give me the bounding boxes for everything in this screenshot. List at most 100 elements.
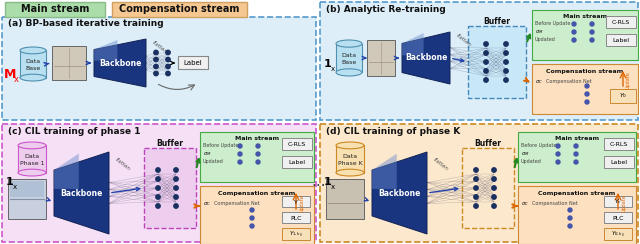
Bar: [2, 124, 316, 242]
Text: Main stream: Main stream: [563, 13, 607, 19]
Bar: [320, 124, 638, 242]
Circle shape: [154, 64, 158, 69]
Circle shape: [154, 71, 158, 76]
Text: (d) CIL training of phase K: (d) CIL training of phase K: [326, 128, 460, 136]
Bar: [468, 26, 526, 98]
Circle shape: [156, 168, 160, 172]
Ellipse shape: [336, 40, 362, 47]
Circle shape: [154, 50, 158, 55]
Circle shape: [156, 204, 160, 208]
Text: Phase 1: Phase 1: [20, 161, 44, 166]
Circle shape: [484, 51, 488, 55]
Text: Backbone: Backbone: [405, 53, 447, 62]
Text: M: M: [4, 68, 16, 81]
Ellipse shape: [336, 69, 362, 76]
Text: C-RLS: C-RLS: [288, 142, 306, 146]
Circle shape: [590, 30, 594, 34]
Bar: [604, 156, 634, 168]
Circle shape: [492, 195, 496, 199]
Polygon shape: [372, 154, 397, 189]
Circle shape: [492, 204, 496, 208]
Bar: [20, 51, 46, 78]
Circle shape: [492, 177, 496, 181]
Circle shape: [556, 144, 560, 148]
Text: Before Update: Before Update: [535, 20, 570, 26]
Text: Buffer: Buffer: [474, 140, 502, 149]
Text: Label: Label: [184, 60, 202, 66]
Text: 1: 1: [6, 177, 14, 187]
Circle shape: [556, 152, 560, 156]
Circle shape: [474, 168, 478, 172]
Circle shape: [572, 30, 576, 34]
Text: C-RLS: C-RLS: [612, 20, 630, 24]
Text: Backbone: Backbone: [60, 189, 102, 197]
Circle shape: [585, 84, 589, 88]
Circle shape: [238, 160, 242, 164]
Circle shape: [256, 152, 260, 156]
Circle shape: [166, 50, 170, 55]
Text: Updated: Updated: [521, 160, 542, 164]
Circle shape: [572, 22, 576, 26]
Text: Label: Label: [611, 160, 627, 164]
Text: x: x: [331, 66, 335, 72]
Circle shape: [590, 22, 594, 26]
Text: x: x: [13, 184, 17, 190]
Circle shape: [174, 204, 178, 208]
Bar: [518, 132, 636, 182]
Circle shape: [156, 186, 160, 190]
Circle shape: [156, 177, 160, 181]
Bar: [282, 212, 310, 223]
Polygon shape: [402, 33, 424, 55]
Text: x: x: [331, 184, 335, 190]
Text: (c) CIL training of phase 1: (c) CIL training of phase 1: [8, 128, 141, 136]
Text: Updated: Updated: [203, 160, 224, 164]
Circle shape: [574, 160, 578, 164]
Circle shape: [504, 51, 508, 55]
Circle shape: [174, 177, 178, 181]
Circle shape: [504, 60, 508, 64]
Circle shape: [174, 168, 178, 172]
Circle shape: [484, 42, 488, 46]
Circle shape: [166, 57, 170, 62]
Text: 1: 1: [324, 177, 332, 187]
Bar: [604, 228, 632, 240]
Circle shape: [484, 69, 488, 73]
Text: Updated: Updated: [535, 38, 556, 42]
Text: Base: Base: [341, 60, 356, 65]
Circle shape: [590, 38, 594, 42]
Bar: [2, 17, 316, 120]
Bar: [336, 44, 362, 72]
Circle shape: [484, 78, 488, 82]
Text: Update: Update: [621, 194, 627, 212]
Circle shape: [238, 144, 242, 148]
Text: PLC: PLC: [612, 215, 624, 221]
Text: C-RLS: C-RLS: [610, 142, 628, 146]
Text: Data: Data: [341, 53, 356, 58]
Text: flatten: flatten: [433, 157, 449, 172]
Bar: [367, 40, 395, 76]
Text: PLC: PLC: [291, 215, 301, 221]
Circle shape: [568, 208, 572, 212]
Bar: [18, 145, 46, 173]
Circle shape: [568, 224, 572, 228]
Circle shape: [504, 69, 508, 73]
Text: Compensation stream: Compensation stream: [538, 191, 616, 195]
Bar: [604, 196, 632, 207]
Bar: [200, 132, 314, 182]
Circle shape: [492, 186, 496, 190]
Ellipse shape: [20, 74, 46, 81]
Bar: [282, 156, 312, 168]
Text: Backbone: Backbone: [378, 189, 420, 197]
Bar: [282, 196, 310, 207]
Bar: [112, 2, 247, 17]
Circle shape: [174, 186, 178, 190]
Circle shape: [256, 144, 260, 148]
Text: Data: Data: [342, 154, 358, 159]
Circle shape: [568, 216, 572, 220]
Circle shape: [474, 186, 478, 190]
Text: Update: Update: [625, 71, 630, 89]
Circle shape: [250, 208, 254, 212]
Circle shape: [572, 38, 576, 42]
Bar: [604, 212, 632, 223]
Bar: [532, 10, 638, 60]
